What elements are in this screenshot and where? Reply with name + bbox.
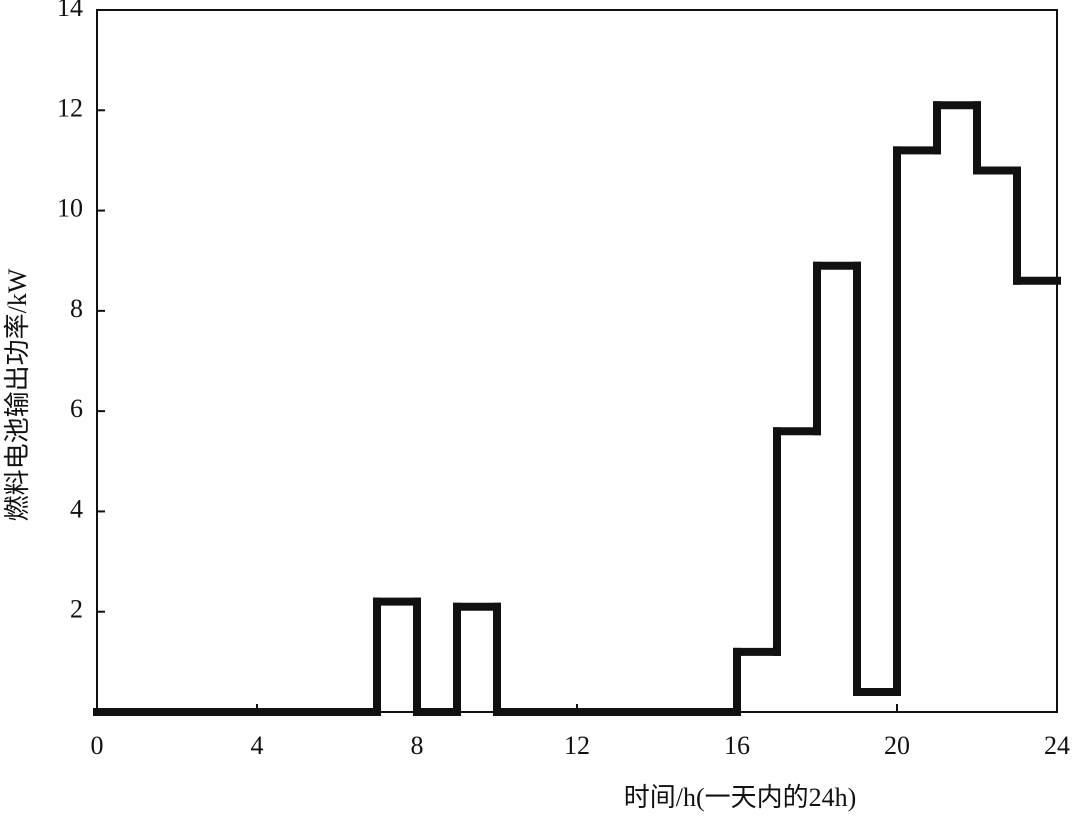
plot-frame <box>96 9 1058 713</box>
x-tick-label: 12 <box>564 731 590 760</box>
y-tick-label: 10 <box>57 194 83 223</box>
y-tick-label: 12 <box>57 93 83 122</box>
y-tick-label: 14 <box>57 0 83 22</box>
x-tick-label: 20 <box>884 731 910 760</box>
x-tick-label: 4 <box>251 731 264 760</box>
x-tick-label: 24 <box>1044 731 1070 760</box>
y-tick-label: 8 <box>70 294 83 323</box>
y-tick-label: 4 <box>70 494 83 523</box>
y-axis-label: 燃料电池输出功率/kW <box>3 268 32 521</box>
x-tick-label: 16 <box>724 731 750 760</box>
y-tick-label: 2 <box>70 595 83 624</box>
x-tick-label: 8 <box>411 731 424 760</box>
x-tick-label: 0 <box>91 731 104 760</box>
y-tick-label: 6 <box>70 394 83 423</box>
x-axis-label: 时间/h(一天内的24h) <box>624 783 857 812</box>
